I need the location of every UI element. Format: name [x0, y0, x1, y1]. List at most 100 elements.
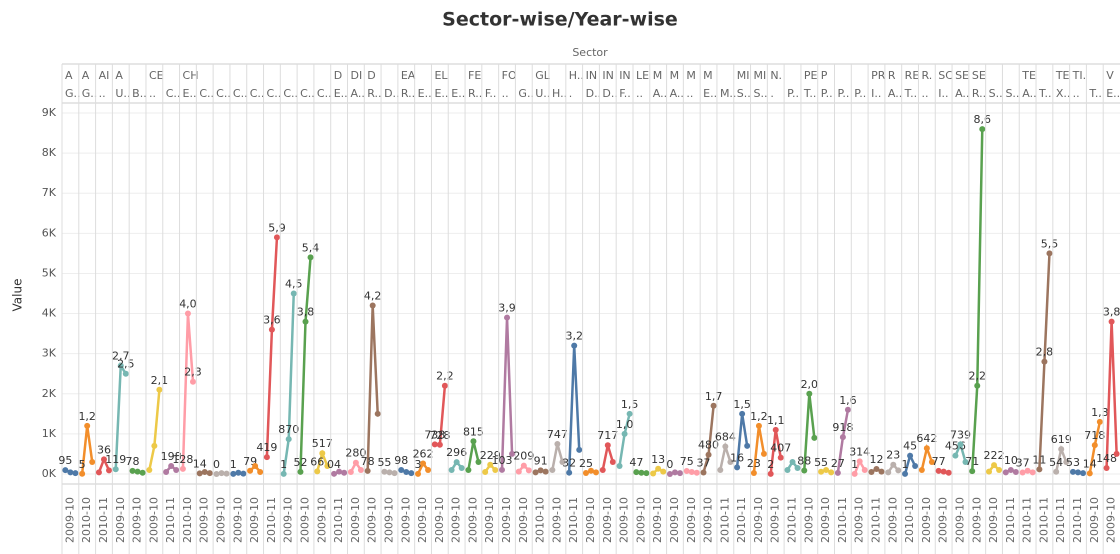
sector-header: D	[334, 69, 342, 82]
data-label: 2,2	[969, 370, 987, 383]
x-tick-label: 2009-10	[802, 497, 815, 543]
point	[72, 470, 79, 477]
point	[1007, 466, 1014, 473]
point	[957, 441, 964, 448]
point	[784, 466, 791, 473]
point	[609, 458, 616, 465]
data-label: 2	[767, 458, 774, 471]
point	[448, 466, 455, 473]
x-tick-label: 2009-10	[618, 497, 631, 543]
data-label: 747	[547, 428, 568, 441]
sector-subheader: F..	[619, 87, 631, 100]
point	[660, 468, 667, 475]
sector-subheader: M..	[720, 87, 736, 100]
point	[890, 461, 897, 468]
point	[962, 458, 969, 465]
point	[895, 467, 902, 474]
point	[991, 462, 998, 469]
sector-subheader: X..	[1056, 87, 1071, 100]
y-tick-label: 8K	[42, 146, 57, 159]
x-tick-label: 2009-10	[382, 497, 395, 543]
point	[744, 442, 751, 449]
x-tick-label: 2009-10	[215, 497, 228, 543]
x-tick-label: 2009-10	[416, 497, 429, 543]
data-label: 5	[79, 458, 86, 471]
sector-subheader: C..	[317, 87, 332, 100]
point	[156, 386, 163, 393]
point	[268, 326, 275, 333]
data-label: 5,4	[302, 241, 320, 254]
sector-subheader: E..	[334, 87, 348, 100]
sector-subheader: I..	[938, 87, 948, 100]
data-label: 222	[984, 449, 1005, 462]
line	[970, 129, 984, 472]
point	[571, 342, 578, 349]
point	[666, 470, 673, 477]
data-label: 3,8	[1103, 306, 1120, 319]
data-label: 88	[797, 454, 811, 467]
y-tick-label: 9K	[42, 106, 57, 119]
point	[213, 470, 220, 477]
x-tick-label: 2009-10	[819, 497, 832, 543]
point	[935, 467, 942, 474]
x-tick-label: 2010-11	[265, 497, 278, 543]
x-tick-label: 2009-10	[248, 497, 261, 543]
point	[1108, 318, 1115, 325]
y-tick-label: 5K	[42, 266, 57, 279]
point	[755, 422, 762, 429]
sector-subheader: U..	[535, 87, 550, 100]
sector-header: D	[367, 69, 375, 82]
point	[928, 458, 935, 465]
data-label: 32	[562, 457, 576, 470]
x-tick-label: 2009-10	[450, 497, 463, 543]
sector-subheader: F..	[485, 87, 497, 100]
point	[710, 402, 717, 409]
point	[537, 467, 544, 474]
data-label: 36	[97, 443, 111, 456]
point	[106, 467, 113, 474]
data-label: 1,1	[767, 414, 785, 427]
sector-subheader: E..	[451, 87, 465, 100]
data-label: 12	[869, 453, 883, 466]
data-label: 1,2	[750, 410, 768, 423]
data-label: 262	[413, 447, 434, 460]
data-label: 3,8	[297, 306, 315, 319]
point	[554, 441, 561, 448]
point	[777, 454, 784, 461]
point	[683, 467, 690, 474]
point	[856, 458, 863, 465]
data-label: 1,5	[621, 398, 639, 411]
point	[436, 441, 443, 448]
point	[1113, 450, 1120, 457]
sector-header: EA	[401, 69, 416, 82]
y-tick-label: 4K	[42, 307, 57, 320]
x-tick-label: 2009-10	[634, 497, 647, 543]
data-label: 47	[629, 456, 643, 469]
sector-subheader: ..	[149, 87, 156, 100]
x-tick-label: 2010-11	[332, 497, 345, 543]
point	[1041, 358, 1048, 365]
data-label: 37	[1016, 456, 1030, 469]
data-label: 1	[902, 458, 909, 471]
point	[218, 470, 225, 477]
point	[67, 469, 74, 476]
data-label: 815	[463, 425, 484, 438]
data-label: 1,2	[78, 410, 96, 423]
point	[470, 438, 477, 445]
sector-header: A	[115, 69, 123, 82]
point	[588, 467, 594, 474]
sector-subheader: A..	[888, 87, 902, 100]
sector-subheader: ..	[686, 87, 693, 100]
data-label: 1,7	[705, 390, 723, 403]
data-label: 718	[1084, 429, 1105, 442]
data-label: 5,5	[1041, 237, 1059, 250]
point	[189, 378, 196, 385]
x-tick-label: 2009-10	[769, 497, 782, 543]
point	[1012, 468, 1019, 475]
x-tick-label: 2009-10	[550, 497, 563, 543]
point	[257, 468, 264, 475]
x-tick-label: 2010-11	[786, 497, 799, 543]
point	[520, 462, 527, 469]
point	[201, 468, 208, 475]
data-label: 53	[1066, 456, 1080, 469]
